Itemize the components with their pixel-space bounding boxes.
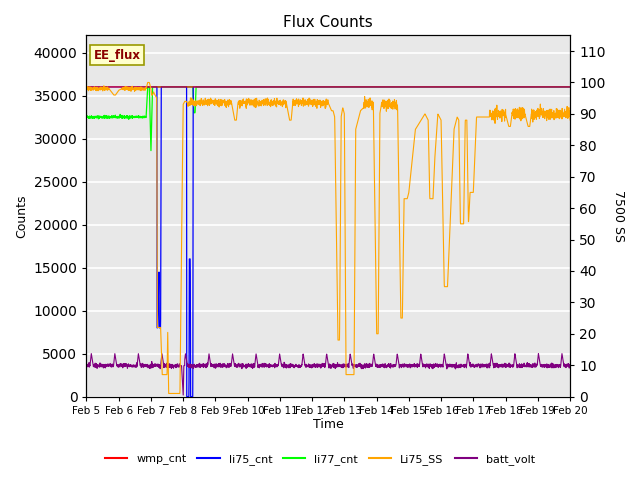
X-axis label: Time: Time: [313, 419, 344, 432]
Title: Flux Counts: Flux Counts: [284, 15, 373, 30]
Y-axis label: 7500 SS: 7500 SS: [612, 190, 625, 242]
Y-axis label: Counts: Counts: [15, 194, 28, 238]
Text: EE_flux: EE_flux: [93, 49, 141, 62]
Legend: wmp_cnt, li75_cnt, li77_cnt, Li75_SS, batt_volt: wmp_cnt, li75_cnt, li77_cnt, Li75_SS, ba…: [100, 450, 540, 469]
